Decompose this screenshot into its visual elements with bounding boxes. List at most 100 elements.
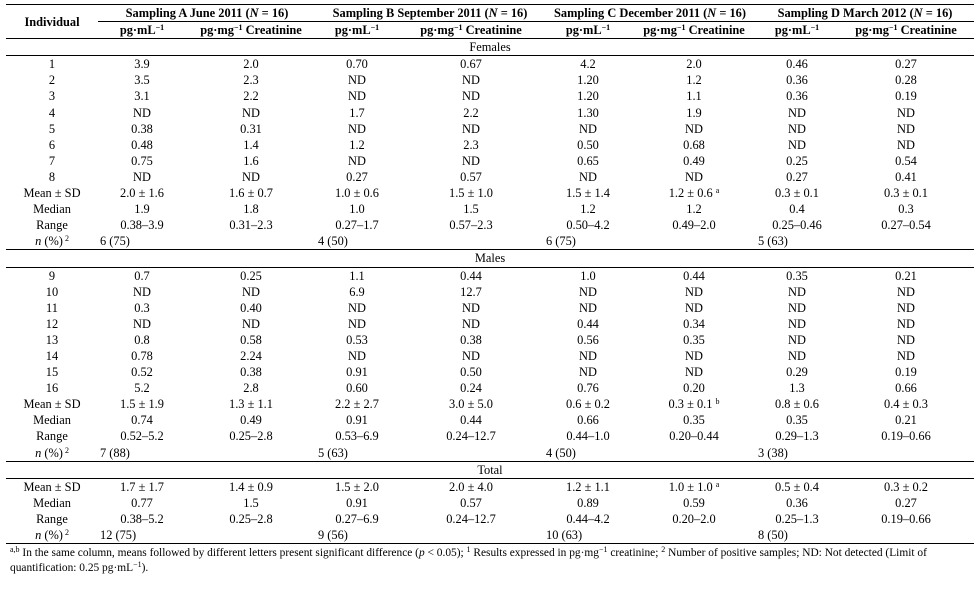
median-label: Median [33, 413, 71, 428]
mean-sd-value: 1.4 ± 0.9 [229, 479, 273, 494]
median-cell: 0.91 [346, 413, 368, 428]
value-cell: ND [348, 316, 366, 331]
significance-letter: a [715, 479, 720, 489]
table-row: 6 0.48 1.4 1.2 2.3 0.50 0.68 ND ND [6, 137, 974, 153]
value-cell: ND [462, 348, 480, 363]
significance-letter: b [715, 397, 720, 407]
value-cell: 1.0 [580, 268, 596, 283]
median-cell: 0.35 [786, 413, 808, 428]
median-cell: 0.66 [577, 413, 599, 428]
mean-sd-value: 0.5 ± 0.4 [775, 479, 819, 494]
mean-sd-cell: 1.2 ± 1.1 [544, 478, 632, 495]
positive-count-row: n (%) 2 7 (88) 5 (63) 4 (50) 3 (38) [6, 445, 974, 462]
range-cell: 0.31–2.3 [229, 218, 273, 233]
unit-header: pg·mL−1 [774, 23, 820, 38]
median-row: Median 0.74 0.49 0.91 0.44 0.66 0.35 0.35 0.21 [6, 412, 974, 428]
individual-id-cell: 9 [48, 268, 56, 283]
individual-id-cell: 2 [48, 73, 56, 88]
mean-sd-cell: 0.3 ± 0.2 [838, 478, 974, 495]
value-cell: ND [579, 284, 597, 299]
value-cell: 0.46 [786, 57, 808, 72]
median-cell: 1.8 [243, 202, 259, 217]
value-cell: 5.2 [134, 381, 150, 396]
value-cell: 1.7 [349, 105, 365, 120]
value-cell: 0.35 [786, 268, 808, 283]
mean-sd-cell: 1.7 ± 1.7 [98, 478, 186, 495]
value-cell: ND [133, 284, 151, 299]
value-cell: 0.54 [895, 153, 917, 168]
value-cell: ND [348, 300, 366, 315]
individual-id-cell: 13 [45, 332, 59, 347]
value-cell: ND [462, 89, 480, 104]
value-cell: 2.0 [686, 57, 702, 72]
range-cell: 0.27–1.7 [335, 218, 379, 233]
value-cell: 0.24 [460, 381, 482, 396]
mean-sd-value: 0.8 ± 0.6 [775, 397, 819, 412]
unit-header: pg·mg−1 Creatinine [200, 23, 302, 38]
value-cell: ND [133, 105, 151, 120]
value-cell: 0.38 [131, 121, 153, 136]
range-cell: 0.38–3.9 [120, 218, 164, 233]
unit-header: pg·mg−1 Creatinine [420, 23, 522, 38]
range-cell: 0.25–1.3 [775, 511, 819, 526]
value-cell: 0.27 [786, 169, 808, 184]
value-cell: ND [462, 300, 480, 315]
value-cell: 1.20 [577, 89, 599, 104]
table-row: 4 ND ND 1.7 2.2 1.30 1.9 ND ND [6, 105, 974, 121]
value-cell: 0.34 [683, 316, 705, 331]
value-cell: 1.2 [349, 137, 365, 152]
n-symbol: n [35, 528, 42, 542]
mean-sd-value: 1.5 ± 1.9 [120, 397, 164, 412]
value-cell: ND [685, 284, 703, 299]
range-row: Range 0.38–3.9 0.31–2.3 0.27–1.7 0.57–2.3 0.5… [6, 217, 974, 233]
mean-sd-cell: 0.8 ± 0.6 [756, 396, 838, 412]
range-cell: 0.38–5.2 [120, 511, 164, 526]
value-cell: ND [897, 105, 915, 120]
value-cell: 0.49 [683, 153, 705, 168]
mean-sd-cell: 0.3 ± 0.1 [838, 185, 974, 201]
mean-sd-value: 0.3 ± 0.1 [884, 186, 928, 201]
value-cell: 0.38 [460, 332, 482, 347]
range-label: Range [36, 511, 68, 526]
median-row: Median 0.77 1.5 0.91 0.57 0.89 0.59 0.36 0.27 [6, 495, 974, 511]
positive-count-label: n (%) 2 [6, 233, 98, 250]
value-cell: 0.7 [134, 268, 150, 283]
value-cell: 0.21 [895, 268, 917, 283]
range-cell: 0.29–1.3 [775, 429, 819, 444]
value-cell: ND [462, 153, 480, 168]
value-cell: 0.31 [240, 121, 262, 136]
table-row: 3 3.1 2.2 ND ND 1.20 1.1 0.36 0.19 [6, 88, 974, 104]
mean-sd-cell: 0.4 ± 0.3 [838, 396, 974, 412]
positive-count-cell: 5 (63) [318, 445, 348, 460]
value-cell: 1.1 [349, 268, 365, 283]
value-cell: 0.53 [346, 332, 368, 347]
mean-sd-value: 0.3 ± 0.1 [775, 186, 819, 201]
value-cell: ND [897, 284, 915, 299]
value-cell: 0.60 [346, 381, 368, 396]
median-cell: 0.36 [786, 495, 808, 510]
value-cell: 3.5 [134, 73, 150, 88]
table-row: 11 0.3 0.40 ND ND ND ND ND ND [6, 300, 974, 316]
value-cell: ND [242, 105, 260, 120]
mean-sd-cell: 2.2 ± 2.7 [316, 396, 398, 412]
footnote-marker: 2 [64, 445, 69, 455]
median-cell: 0.89 [577, 495, 599, 510]
value-cell: ND [348, 153, 366, 168]
median-cell: 0.91 [346, 495, 368, 510]
value-cell: 0.50 [460, 365, 482, 380]
value-cell: 6.9 [349, 284, 365, 299]
mean-sd-value: 0.4 ± 0.3 [884, 397, 928, 412]
value-cell: 1.2 [686, 73, 702, 88]
range-cell: 0.49–2.0 [672, 218, 716, 233]
value-cell: 2.2 [463, 105, 479, 120]
range-cell: 0.52–5.2 [120, 429, 164, 444]
median-cell: 0.21 [895, 413, 917, 428]
table-row: 12 ND ND ND ND 0.44 0.34 ND ND [6, 316, 974, 332]
value-cell: 0.27 [346, 169, 368, 184]
value-cell: 0.57 [460, 169, 482, 184]
mean-sd-cell: 2.0 ± 4.0 [398, 478, 544, 495]
mean-sd-value: 2.0 ± 4.0 [449, 479, 493, 494]
individual-id-cell: 10 [45, 284, 59, 299]
median-cell: 0.57 [460, 495, 482, 510]
value-cell: 3.1 [134, 89, 150, 104]
